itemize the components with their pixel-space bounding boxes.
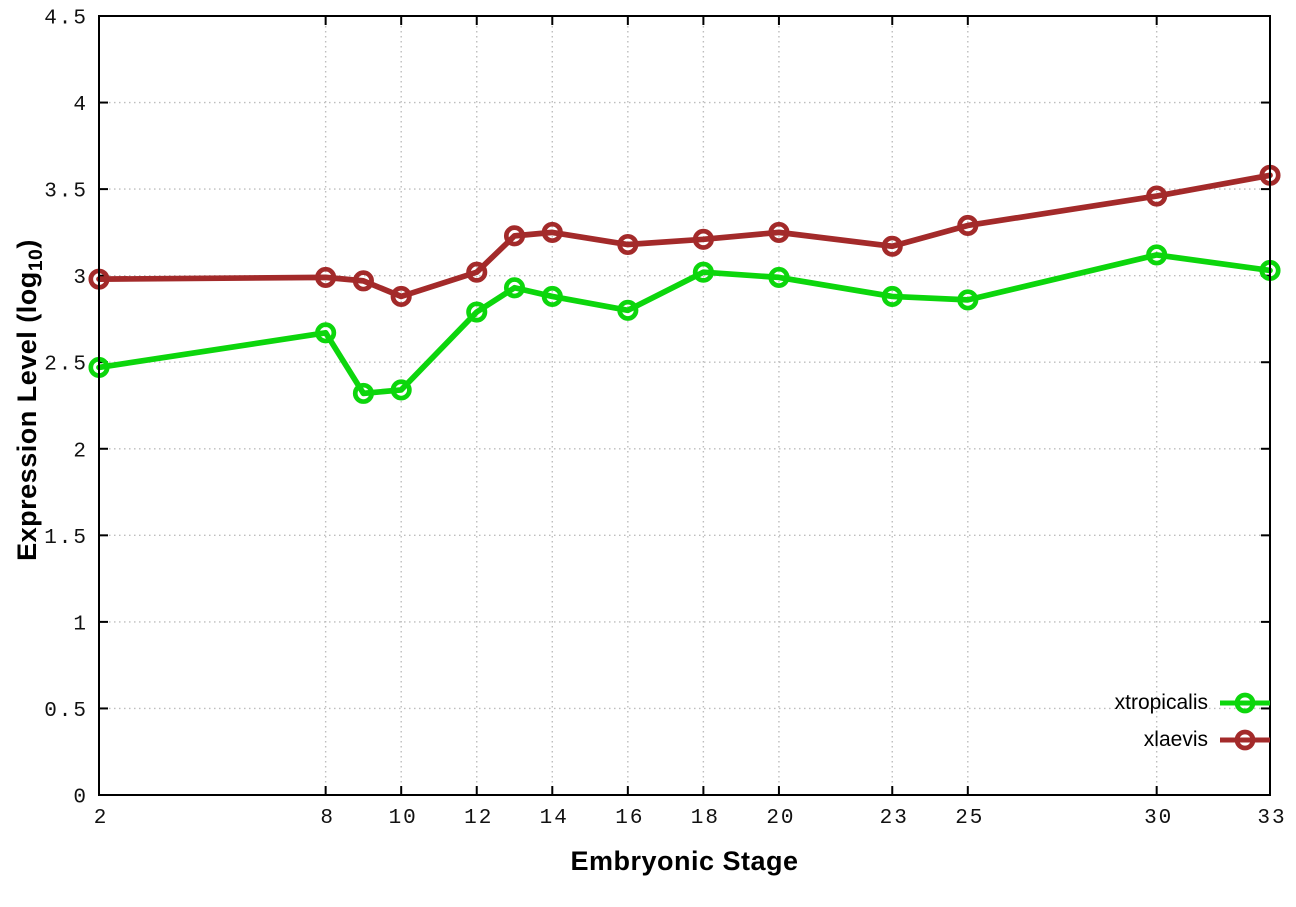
legend-row-xtropicalis: xtropicalis <box>1115 684 1270 721</box>
y-axis-title-prefix: Expression Level (log <box>11 271 42 561</box>
axis-tick-labels: 2 8 10 12 14 16 18 20 23 25 30 33 0 0.5 1 1.5 2 2.5 3 3.5 4 4… <box>44 8 1286 831</box>
x-tick-label: 33 <box>1257 807 1286 830</box>
x-tick-label: 23 <box>880 807 909 830</box>
data-point-xlaevis <box>692 228 714 250</box>
x-tick-label: 2 <box>94 807 109 830</box>
data-point-xtropicalis <box>315 322 337 344</box>
data-point-xtropicalis <box>692 261 714 283</box>
series-line-xlaevis <box>96 172 1273 300</box>
x-tick-label: 30 <box>1144 807 1173 830</box>
x-tick-label: 14 <box>540 807 569 830</box>
chart-legend: xtropicalis xlaevis <box>1115 684 1270 758</box>
x-axis-title: Embryonic Stage <box>570 846 799 876</box>
data-point-xlaevis <box>315 266 337 288</box>
legend-label-xtropicalis: xtropicalis <box>1114 690 1208 714</box>
data-point-xtropicalis <box>390 379 412 401</box>
legend-row-xlaevis: xlaevis <box>1115 721 1270 758</box>
y-tick-label: 1 <box>73 613 88 636</box>
plot-border <box>98 15 1271 796</box>
data-point-xtropicalis <box>352 382 374 404</box>
legend-marker-xlaevis <box>1220 729 1270 750</box>
axis-tick-marks <box>98 15 1271 796</box>
x-tick-label: 8 <box>320 807 335 830</box>
data-point-xlaevis <box>617 233 639 256</box>
y-tick-label: 2.5 <box>44 354 88 377</box>
x-tick-label: 20 <box>766 807 795 830</box>
y-tick-label: 0 <box>73 787 88 810</box>
data-point-xtropicalis <box>881 285 903 307</box>
y-axis-title-suffix: ) <box>11 239 42 249</box>
x-tick-label: 12 <box>464 807 493 830</box>
y-tick-label: 4.5 <box>44 8 88 31</box>
data-point-xtropicalis <box>541 285 563 307</box>
y-tick-label: 0.5 <box>44 700 88 723</box>
data-point-xtropicalis <box>617 299 639 321</box>
data-point-xtropicalis <box>957 289 979 311</box>
data-point-xtropicalis <box>768 266 790 288</box>
legend-label-xlaevis: xlaevis <box>1143 727 1208 751</box>
y-axis-title: Expression Level (log10) <box>12 239 48 561</box>
y-axis-title-subscript: 10 <box>25 248 48 272</box>
data-point-xtropicalis <box>1146 244 1168 266</box>
series-xlaevis <box>88 164 1281 307</box>
data-point-xlaevis <box>881 235 903 257</box>
x-tick-label: 18 <box>691 807 720 830</box>
data-point-xlaevis <box>1146 185 1168 207</box>
grid-lines <box>99 16 1270 795</box>
y-tick-label: 4 <box>73 94 88 117</box>
data-point-xlaevis <box>466 261 488 283</box>
data-point-xlaevis <box>957 214 979 237</box>
data-point-xlaevis <box>390 285 412 307</box>
y-tick-label: 3 <box>73 267 88 290</box>
data-point-xlaevis <box>768 221 790 243</box>
data-series <box>88 164 1281 404</box>
data-point-xtropicalis <box>503 277 526 299</box>
x-tick-label: 16 <box>615 807 644 830</box>
y-tick-label: 1.5 <box>44 527 88 550</box>
series-xtropicalis <box>88 244 1281 404</box>
legend-marker-xtropicalis <box>1220 692 1270 713</box>
y-tick-label: 2 <box>73 440 88 463</box>
data-point-xlaevis <box>541 221 563 243</box>
data-point-xlaevis <box>352 270 374 292</box>
x-tick-label: 10 <box>389 807 418 830</box>
y-tick-label: 3.5 <box>44 181 88 204</box>
data-point-xlaevis <box>503 225 526 247</box>
x-tick-label: 25 <box>955 807 984 830</box>
data-point-xtropicalis <box>466 301 488 323</box>
